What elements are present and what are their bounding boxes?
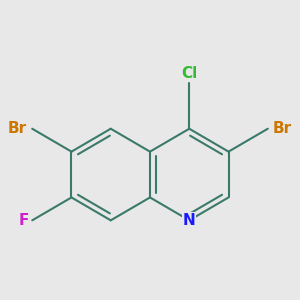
Text: Cl: Cl [181, 66, 197, 81]
Text: F: F [19, 213, 29, 228]
Text: Br: Br [8, 121, 27, 136]
Text: N: N [183, 213, 196, 228]
Text: Br: Br [273, 121, 292, 136]
